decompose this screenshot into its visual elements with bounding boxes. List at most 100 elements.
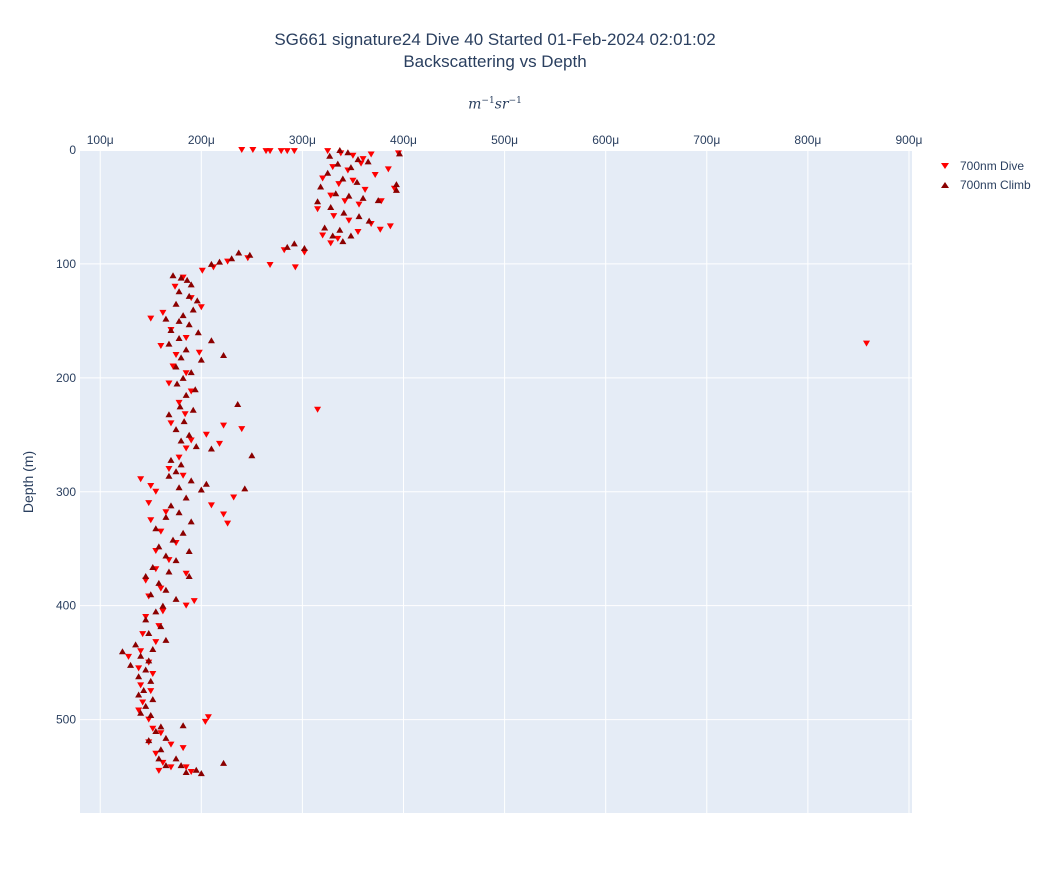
dive-point — [142, 577, 150, 584]
legend-label-dive: 700nm Dive — [960, 158, 1025, 173]
chart-subtitle: Backscattering vs Depth — [403, 52, 587, 71]
climb-point — [336, 147, 344, 153]
climb-point — [175, 317, 183, 324]
climb-point — [340, 209, 348, 216]
climb-point — [147, 591, 155, 598]
climb-point — [162, 762, 170, 769]
x-tick-label: 900μ — [895, 133, 922, 147]
dive-point — [314, 406, 322, 413]
climb-point — [182, 391, 190, 398]
climb-point — [165, 411, 173, 418]
climb-point — [147, 677, 155, 684]
climb-point — [220, 352, 228, 359]
dive-point — [187, 388, 195, 395]
climb-point — [246, 251, 254, 258]
climb-point — [137, 709, 145, 716]
dive-point — [159, 759, 167, 766]
climb-point — [192, 766, 200, 773]
climb-point — [152, 727, 160, 734]
climb-point — [179, 529, 187, 536]
dive-point — [157, 585, 165, 592]
climb-point — [192, 443, 200, 450]
climb-point — [185, 321, 193, 328]
climb-point — [334, 160, 342, 167]
climb-point — [127, 661, 135, 668]
climb-point — [152, 608, 160, 615]
dive-point — [249, 147, 257, 153]
climb-point — [145, 630, 153, 637]
dive-point — [147, 483, 155, 490]
climb-point — [283, 243, 291, 250]
dive-point — [220, 422, 228, 429]
dive-point — [216, 440, 224, 447]
climb-point — [197, 356, 205, 363]
climb-point — [354, 156, 362, 163]
climb-point — [152, 525, 160, 532]
climb-point — [140, 686, 148, 693]
dive-point — [384, 166, 392, 173]
climb-point — [189, 306, 197, 313]
dive-point — [137, 648, 145, 655]
dive-point — [197, 304, 205, 311]
climb-point — [241, 485, 249, 492]
climb-point — [149, 645, 157, 652]
climb-point — [300, 244, 308, 251]
climb-point — [216, 258, 224, 265]
dive-point — [195, 349, 203, 356]
dive-point — [349, 177, 357, 184]
x-tick-label: 100μ — [87, 133, 114, 147]
climb-point — [147, 712, 155, 719]
dive-point — [157, 528, 165, 535]
dive-point — [198, 267, 206, 274]
dive-point — [357, 160, 365, 167]
dive-point — [202, 431, 210, 438]
climb-point — [345, 192, 353, 199]
dive-point — [230, 494, 238, 501]
climb-point — [374, 197, 382, 204]
dive-point — [152, 547, 160, 554]
climb-point — [365, 217, 373, 224]
climb-point — [182, 494, 190, 501]
x-tick-label: 600μ — [592, 133, 619, 147]
dive-point — [165, 557, 173, 564]
climb-point — [202, 480, 210, 487]
dive-point — [167, 420, 175, 427]
legend-item-climb[interactable]: 700nm Climb — [940, 175, 1031, 194]
dive-point — [181, 411, 189, 418]
climb-point — [159, 602, 167, 609]
dive-point — [167, 764, 175, 771]
x-axis-label: m−1sr−1 — [0, 96, 990, 113]
climb-point — [234, 401, 242, 408]
dive-point — [319, 232, 327, 239]
climb-point — [175, 509, 183, 516]
climb-point — [149, 696, 157, 703]
dive-point — [207, 502, 215, 509]
dive-point — [300, 249, 308, 256]
dive-point — [135, 665, 143, 672]
climb-point — [187, 518, 195, 525]
legend-item-dive[interactable]: 700nm Dive — [940, 156, 1031, 175]
dive-point — [172, 352, 180, 359]
dive-point — [152, 750, 160, 757]
chart-title: SG661 signature24 Dive 40 Started 01-Feb… — [274, 30, 716, 49]
y-tick-label: 400 — [56, 599, 76, 613]
legend-label-climb: 700nm Climb — [960, 177, 1031, 192]
climb-point — [177, 461, 185, 468]
climb-point — [248, 452, 256, 459]
climb-point — [207, 260, 215, 267]
climb-point — [162, 513, 170, 520]
climb-point — [137, 652, 145, 659]
dive-point — [277, 148, 285, 155]
dive-point — [330, 213, 338, 220]
x-tick-label: 300μ — [289, 133, 316, 147]
dive-point — [376, 226, 384, 233]
climb-point — [187, 281, 195, 288]
climb-point — [177, 762, 185, 769]
climb-point — [172, 557, 180, 564]
dive-point — [125, 653, 133, 660]
climb-point — [183, 276, 191, 283]
dive-point — [155, 767, 163, 774]
climb-point — [162, 734, 170, 741]
climb-point — [142, 702, 150, 709]
